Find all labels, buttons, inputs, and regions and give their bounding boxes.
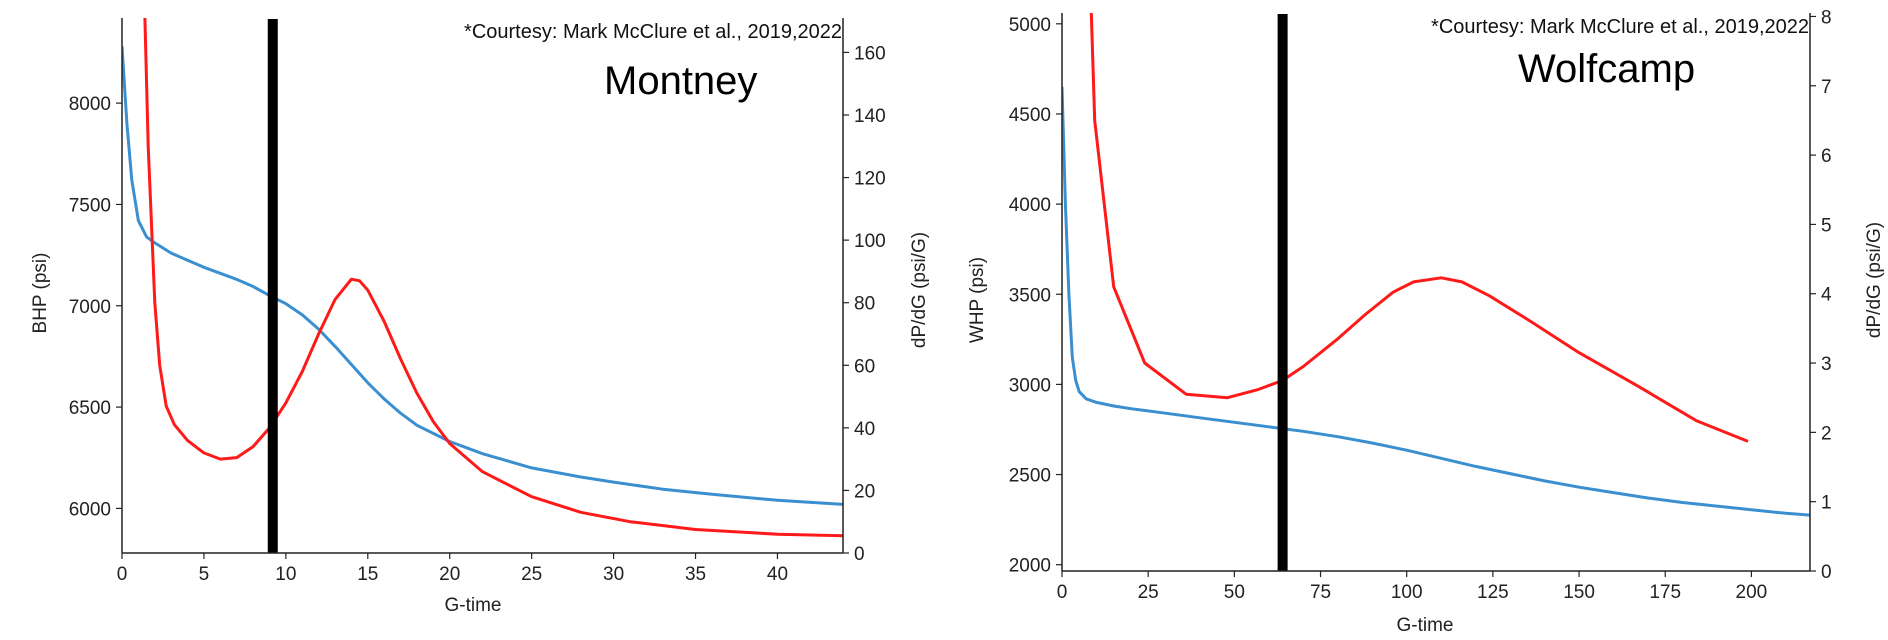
x-tick-label: 5: [199, 564, 210, 585]
y2-axis-label: dP/dG (psi/G): [1864, 222, 1885, 338]
y2-tick-label: 20: [854, 481, 875, 502]
x-tick-label: 30: [603, 564, 624, 585]
courtesy-note: *Courtesy: Mark McClure et al., 2019,202…: [464, 21, 842, 43]
chart-title: Montney: [604, 59, 757, 103]
pressure-series-line: [1062, 86, 1810, 517]
y2-tick-label: 60: [854, 356, 875, 377]
y2-tick-label: 1: [1821, 493, 1832, 514]
x-tick-label: 25: [1138, 582, 1159, 603]
x-axis-label: G-time: [1397, 615, 1454, 635]
y2-tick-label: 6: [1821, 146, 1832, 167]
y-tick-label: 6000: [69, 499, 111, 520]
x-tick-label: 150: [1563, 582, 1595, 603]
x-tick-label: 15: [357, 564, 378, 585]
y-axis-label: WHP (psi): [967, 257, 988, 343]
x-tick-label: 200: [1736, 582, 1768, 603]
y2-axis-label: dP/dG (psi/G): [909, 232, 930, 348]
y2-tick-label: 3: [1821, 354, 1832, 375]
y2-tick-label: 100: [854, 231, 886, 252]
courtesy-note: *Courtesy: Mark McClure et al., 2019,202…: [1431, 16, 1809, 38]
y2-tick-label: 4: [1821, 285, 1832, 306]
y-tick-label: 7500: [69, 195, 111, 216]
x-tick-label: 35: [685, 564, 706, 585]
pressure-series-line: [122, 46, 843, 506]
x-tick-label: 100: [1391, 582, 1423, 603]
y-tick-label: 7000: [69, 297, 111, 318]
x-tick-label: 10: [275, 564, 296, 585]
x-tick-label: 25: [521, 564, 542, 585]
montney-chart: *Courtesy: Mark McClure et al., 2019,202…: [30, 18, 930, 616]
x-tick-label: 20: [439, 564, 460, 585]
y-tick-label: 2500: [1009, 466, 1051, 487]
y-tick-label: 5000: [1009, 15, 1051, 36]
y2-tick-label: 160: [854, 43, 886, 64]
y2-tick-label: 5: [1821, 215, 1832, 236]
y2-tick-label: 0: [854, 544, 865, 565]
y2-tick-label: 40: [854, 419, 875, 440]
y-tick-label: 3000: [1009, 375, 1051, 396]
y2-tick-label: 140: [854, 106, 886, 127]
y-tick-label: 4000: [1009, 195, 1051, 216]
y2-tick-label: 2: [1821, 423, 1832, 444]
x-tick-label: 0: [1057, 582, 1068, 603]
wolfcamp-chart: *Courtesy: Mark McClure et al., 2019,202…: [967, 7, 1885, 636]
dpdg-series-line: [143, 18, 843, 538]
x-tick-label: 50: [1224, 582, 1245, 603]
closure-marker-bar: [1277, 14, 1288, 571]
y2-tick-label: 7: [1821, 77, 1832, 98]
y-tick-label: 6500: [69, 398, 111, 419]
y-tick-label: 2000: [1009, 556, 1051, 577]
x-tick-label: 40: [767, 564, 788, 585]
x-tick-label: 175: [1649, 582, 1681, 603]
y2-tick-label: 0: [1821, 562, 1832, 583]
y-axis-label: BHP (psi): [30, 253, 51, 334]
x-tick-label: 75: [1310, 582, 1331, 603]
x-axis-label: G-time: [445, 595, 502, 616]
y-tick-label: 8000: [69, 94, 111, 115]
dpdg-series-line: [1089, 13, 1749, 443]
y2-tick-label: 120: [854, 169, 886, 190]
x-tick-label: 0: [117, 564, 128, 585]
chart-title: Wolfcamp: [1518, 47, 1695, 91]
x-tick-label: 125: [1477, 582, 1509, 603]
y2-tick-label: 80: [854, 294, 875, 315]
y-tick-label: 4500: [1009, 105, 1051, 126]
y2-tick-label: 8: [1821, 7, 1832, 28]
closure-marker-bar: [267, 19, 278, 553]
y-tick-label: 3500: [1009, 285, 1051, 306]
